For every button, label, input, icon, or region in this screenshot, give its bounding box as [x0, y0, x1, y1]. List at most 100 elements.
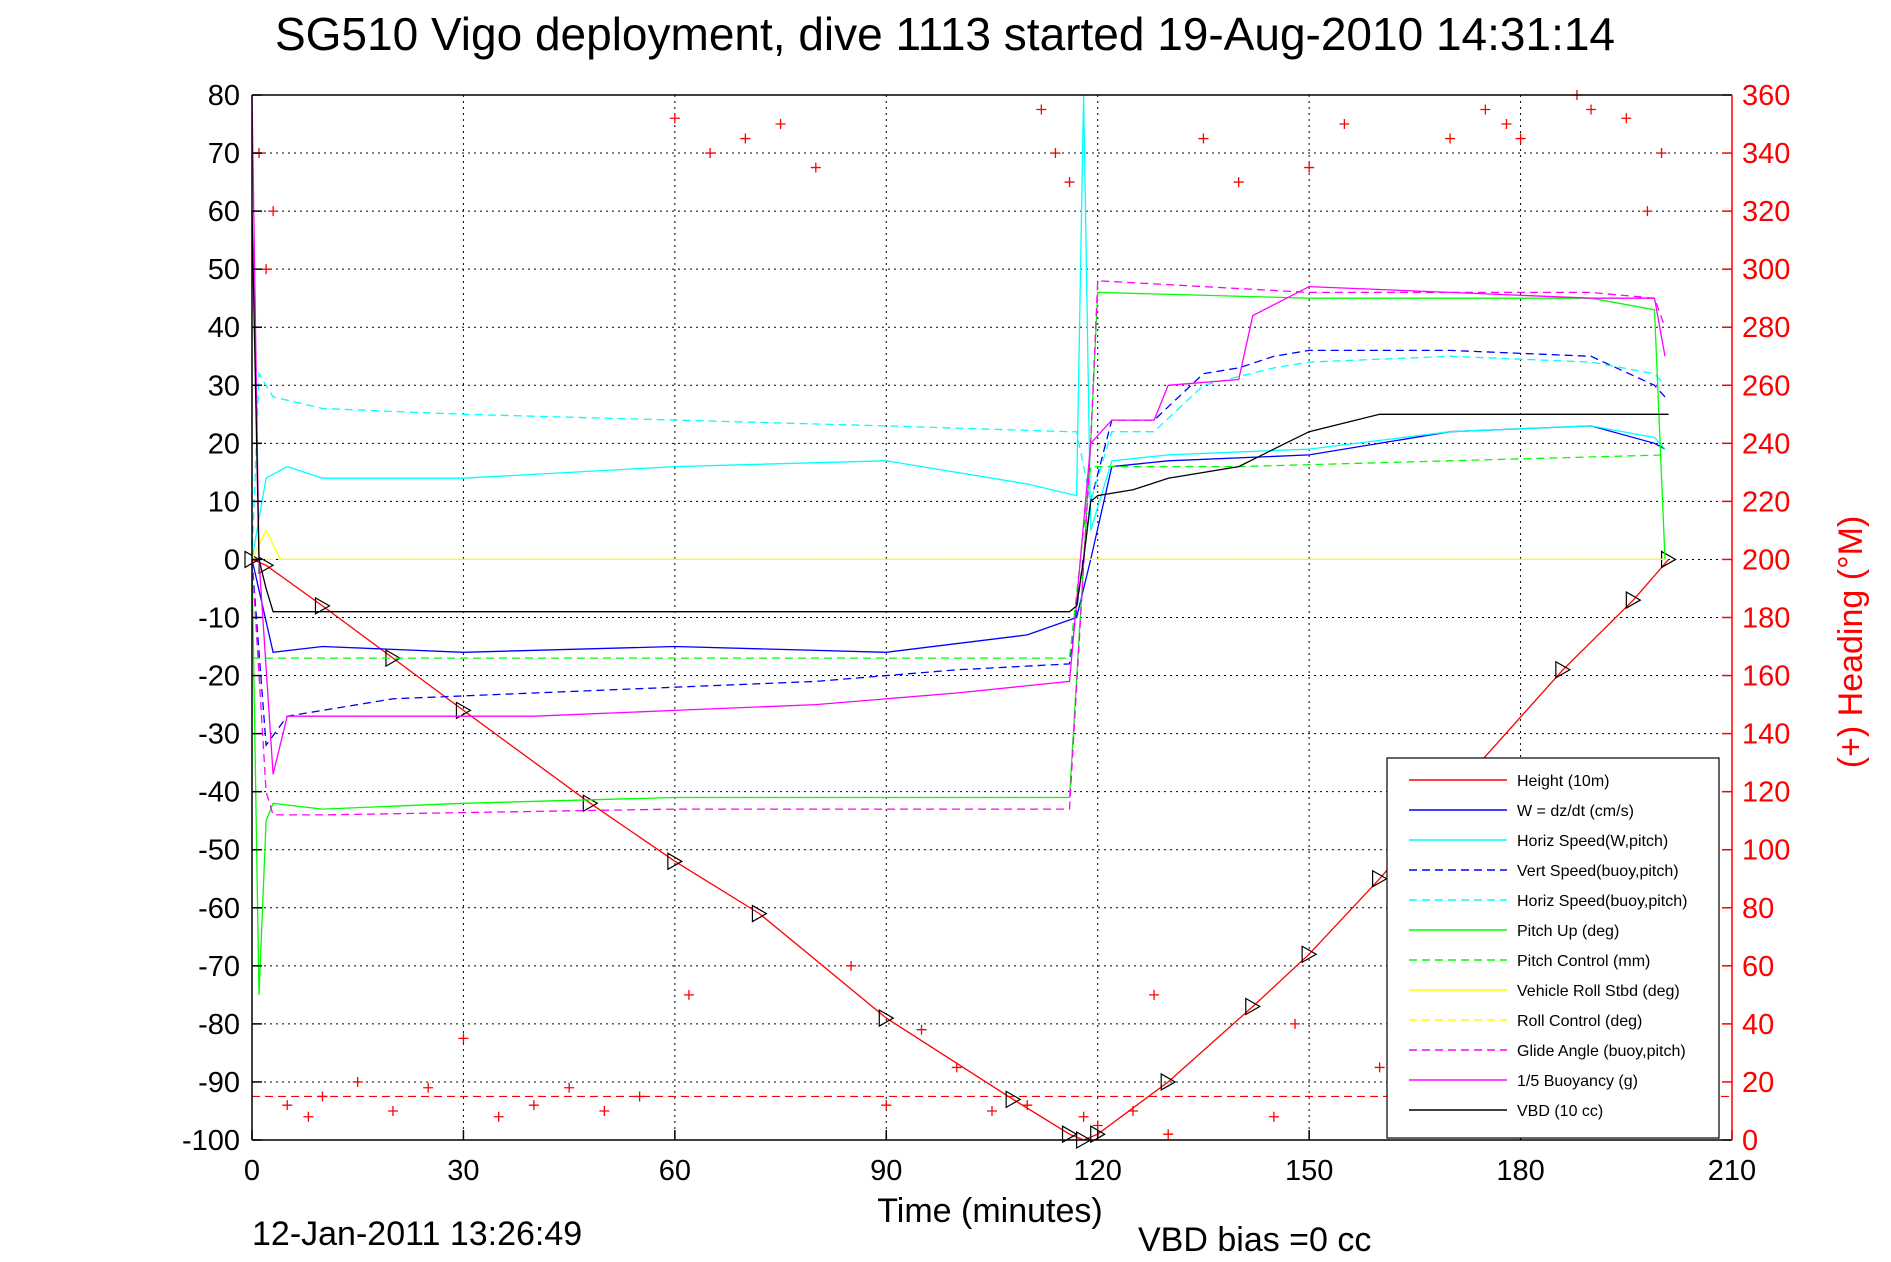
- legend-box: [1386, 757, 1720, 1139]
- height-marker: [667, 852, 684, 871]
- height-marker: [1160, 1072, 1177, 1091]
- heading-point: [775, 119, 786, 130]
- heading-point: [1022, 1100, 1033, 1111]
- x-tick-label: 210: [1708, 1155, 1756, 1187]
- legend: Height (10m) W = dz/dt (cm/s) Horiz Speed(…: [1386, 757, 1720, 1139]
- legend-entry: Height (10m): [1517, 773, 1609, 790]
- grid: [251, 94, 1733, 1141]
- y-left-tick-label: -70: [198, 951, 240, 983]
- height-marker: [1301, 945, 1318, 964]
- heading-point: [317, 1091, 328, 1102]
- x-tick-label: 180: [1496, 1155, 1544, 1187]
- x-tick-label: 90: [870, 1155, 902, 1187]
- heading-point: [1290, 1018, 1301, 1029]
- chart-title: SG510 Vigo deployment, dive 1113 started…: [275, 8, 1615, 60]
- legend-entry: VBD (10 cc): [1517, 1103, 1603, 1120]
- y-right-tick-label: 180: [1742, 603, 1790, 635]
- legend-entry: Glide Angle (buoy,pitch): [1517, 1043, 1686, 1060]
- y-right-tick-label: 40: [1742, 1009, 1774, 1041]
- y-right-tick-label: 200: [1742, 544, 1790, 576]
- legend-entry: W = dz/dt (cm/s): [1517, 803, 1634, 820]
- heading-point: [1078, 1111, 1089, 1122]
- heading-point: [987, 1105, 997, 1116]
- heading-point: [1127, 1105, 1138, 1116]
- y-left-tick-label: 30: [208, 370, 240, 402]
- y-left-tick-label: 70: [208, 138, 240, 170]
- heading-point: [1050, 148, 1061, 159]
- y-right-tick-label: 220: [1742, 486, 1790, 518]
- heading-point: [1445, 133, 1456, 144]
- series-line-4: [251, 349, 1666, 748]
- right-y-axis-label: (+) Heading (°M): [1832, 516, 1870, 769]
- legend-entry: Roll Control (deg): [1517, 1013, 1642, 1030]
- heading-point: [705, 148, 716, 159]
- heading-point: [423, 1082, 434, 1093]
- y-right-tick-label: 340: [1742, 138, 1790, 170]
- height-marker: [878, 1009, 895, 1028]
- y-right-tick-label: 280: [1742, 312, 1790, 344]
- heading-point: [1036, 104, 1047, 115]
- y-left-tick-label: 0: [224, 544, 240, 576]
- y-left-tick-label: -60: [198, 893, 240, 925]
- heading-point: [1092, 1120, 1103, 1131]
- series-line-11: [251, 94, 1666, 775]
- legend-entry: Vehicle Roll Stbd (deg): [1517, 983, 1680, 1000]
- height-marker: [455, 701, 472, 720]
- series-line-10: [251, 280, 1666, 816]
- legend-entry: Pitch Control (mm): [1517, 953, 1650, 970]
- y-right-tick-label: 120: [1742, 777, 1790, 809]
- y-right-tick-label: 260: [1742, 370, 1790, 402]
- heading-point: [1656, 148, 1667, 159]
- y-right-tick-label: 240: [1742, 428, 1790, 460]
- x-tick-label: 30: [447, 1155, 479, 1187]
- y-left-tick-label: -80: [198, 1009, 240, 1041]
- y-right-tick-label: 0: [1742, 1125, 1758, 1157]
- heading-point: [1163, 1129, 1174, 1140]
- x-tick-label: 120: [1074, 1155, 1122, 1187]
- heading-point: [669, 113, 680, 124]
- heading-point: [528, 1100, 539, 1111]
- heading-point: [740, 133, 751, 144]
- heading-point: [493, 1111, 504, 1122]
- y-left-tick-label: 50: [208, 254, 240, 286]
- heading-point: [846, 960, 857, 971]
- legend-entry: Vert Speed(buoy,pitch): [1517, 863, 1679, 880]
- height-marker: [1625, 591, 1642, 610]
- y-left-tick-label: -10: [198, 603, 240, 635]
- vbd-bias-label: VBD bias =0 cc: [1138, 1221, 1371, 1259]
- y-left-tick-label: 20: [208, 428, 240, 460]
- height-marker: [314, 596, 331, 615]
- x-tick-label: 150: [1285, 1155, 1333, 1187]
- heading-point: [268, 206, 279, 217]
- y-left-tick-label: 80: [208, 80, 240, 112]
- heading-point: [683, 989, 694, 1000]
- heading-point: [916, 1024, 927, 1035]
- height-marker: [1005, 1090, 1022, 1109]
- y-left-tick-label: -50: [198, 835, 240, 867]
- height-marker: [1372, 869, 1388, 888]
- y-left-tick-label: 40: [208, 312, 240, 344]
- heading-point: [458, 1033, 469, 1044]
- heading-point: [303, 1111, 314, 1122]
- series-line-3: [251, 94, 1666, 560]
- y-right-tick-label: 160: [1742, 661, 1790, 693]
- y-right-tick-label: 360: [1742, 80, 1790, 112]
- legend-entry: Pitch Up (deg): [1517, 923, 1619, 940]
- y-left-tick-label: -100: [182, 1125, 240, 1157]
- heading-point: [1480, 104, 1491, 115]
- x-tick-label: 60: [659, 1155, 691, 1187]
- heading-point: [1621, 113, 1632, 124]
- y-left-tick-label: -30: [198, 719, 240, 751]
- heading-point: [352, 1076, 363, 1087]
- heading-point: [1642, 206, 1653, 217]
- legend-entry: Horiz Speed(buoy,pitch): [1517, 893, 1687, 910]
- heading-point: [1233, 177, 1244, 188]
- axes: 0 30 60 90 120 150 180 21080706050403020100-10-…: [182, 80, 1790, 1187]
- heading-point: [1149, 989, 1160, 1000]
- heading-point: [261, 264, 272, 275]
- series-line-6: [251, 291, 1666, 995]
- heading-point: [1586, 104, 1597, 115]
- height-marker: [751, 904, 768, 923]
- height-marker: [1061, 1125, 1078, 1144]
